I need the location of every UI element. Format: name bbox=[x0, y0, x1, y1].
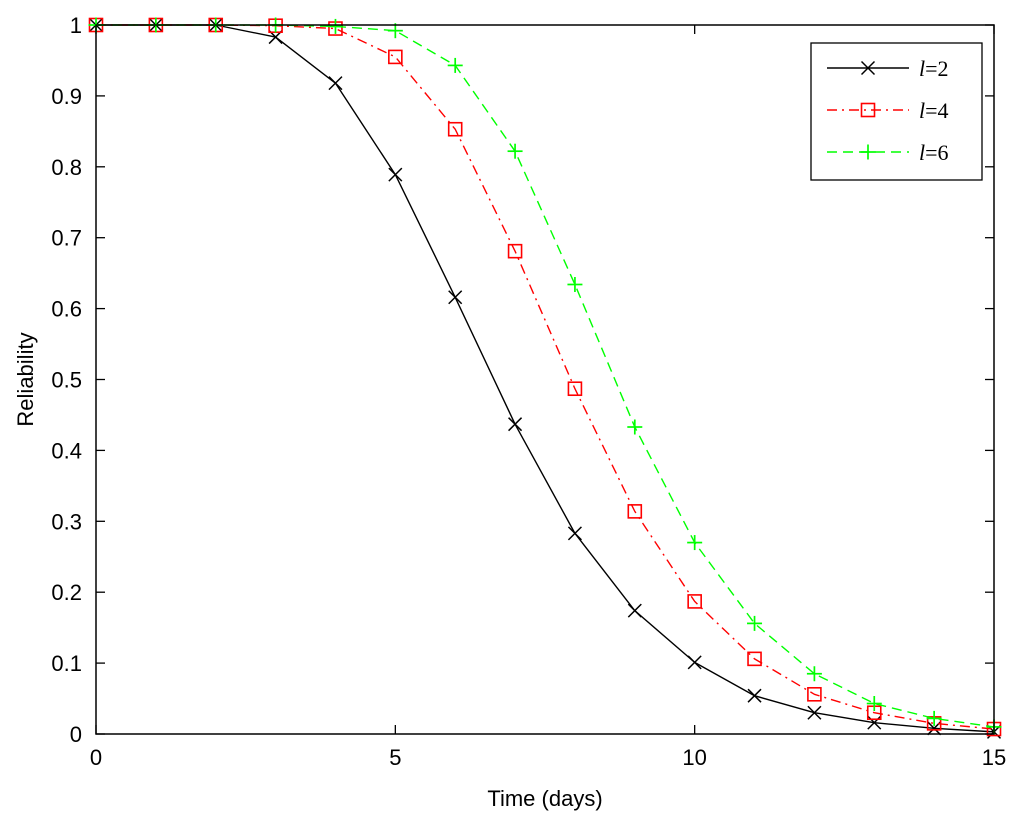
series-line bbox=[96, 24, 995, 733]
legend-label-var: l bbox=[919, 56, 925, 81]
data-point bbox=[926, 710, 942, 726]
data-point bbox=[328, 76, 343, 91]
data-point bbox=[567, 276, 583, 292]
legend-entry: l=2 bbox=[827, 56, 949, 81]
y-tick-label: 0.6 bbox=[51, 297, 82, 322]
series-line bbox=[96, 24, 995, 730]
data-point bbox=[627, 419, 643, 435]
y-tick-label: 0.9 bbox=[51, 84, 82, 109]
y-tick-label: 1 bbox=[70, 13, 82, 38]
legend-label: l=6 bbox=[919, 140, 949, 165]
data-point bbox=[627, 504, 643, 519]
data-point bbox=[448, 290, 463, 305]
legend-entry: l=6 bbox=[827, 140, 949, 165]
y-tick-label: 0.3 bbox=[51, 509, 82, 534]
legend-label-var: l bbox=[919, 98, 925, 123]
data-point bbox=[507, 143, 523, 159]
legend-label-rest: =2 bbox=[925, 56, 948, 81]
data-point bbox=[687, 535, 703, 551]
legend-label-var: l bbox=[919, 140, 925, 165]
y-tick-label: 0.5 bbox=[51, 368, 82, 393]
y-axis-label: Reliability bbox=[13, 332, 38, 426]
legend-entry: l=4 bbox=[827, 98, 949, 123]
data-point bbox=[567, 381, 583, 397]
tick-labels: 0 5 10 15 0 0.1 0.2 0.3 0.4 0.5 0.6 0.7 0.8 0.9 1 bbox=[51, 13, 1006, 770]
legend-marker bbox=[860, 60, 876, 76]
x-axis-label: Time (days) bbox=[487, 786, 602, 811]
data-point bbox=[806, 666, 822, 682]
data-point bbox=[447, 121, 463, 137]
data-point bbox=[807, 705, 822, 720]
data-point bbox=[508, 417, 523, 432]
y-tick-label: 0.4 bbox=[51, 438, 82, 463]
data-point bbox=[687, 655, 702, 670]
data-point bbox=[567, 526, 582, 541]
data-point bbox=[807, 686, 822, 702]
data-point bbox=[866, 696, 882, 712]
legend-marker bbox=[860, 102, 876, 118]
data-point bbox=[687, 594, 702, 609]
x-tick-label: 0 bbox=[90, 745, 102, 770]
x-tick-label: 10 bbox=[682, 745, 706, 770]
data-point bbox=[747, 615, 763, 631]
data-point bbox=[747, 688, 762, 703]
data-point bbox=[867, 715, 882, 730]
x-tick-label: 15 bbox=[982, 745, 1006, 770]
legend-label-rest: =4 bbox=[925, 98, 948, 123]
y-tick-label: 0 bbox=[70, 722, 82, 747]
legend-label: l=2 bbox=[919, 56, 949, 81]
data-point bbox=[507, 243, 523, 259]
data-point bbox=[447, 57, 463, 73]
data-point bbox=[388, 167, 403, 182]
y-tick-label: 0.1 bbox=[51, 651, 82, 676]
legend-box bbox=[810, 42, 983, 181]
data-point bbox=[327, 18, 343, 34]
legend-marker bbox=[860, 144, 876, 160]
legend-label-rest: =6 bbox=[925, 140, 948, 165]
data-point bbox=[627, 603, 642, 618]
y-tick-label: 0.7 bbox=[51, 226, 82, 251]
x-tick-label: 5 bbox=[389, 745, 401, 770]
legend: l=2l=4l=6 bbox=[810, 42, 983, 181]
plot-frame bbox=[95, 24, 995, 735]
y-tick-label: 0.8 bbox=[51, 155, 82, 180]
data-point bbox=[747, 651, 762, 667]
data-point bbox=[388, 49, 403, 65]
y-tick-label: 0.2 bbox=[51, 580, 82, 605]
legend-label: l=4 bbox=[919, 98, 949, 123]
